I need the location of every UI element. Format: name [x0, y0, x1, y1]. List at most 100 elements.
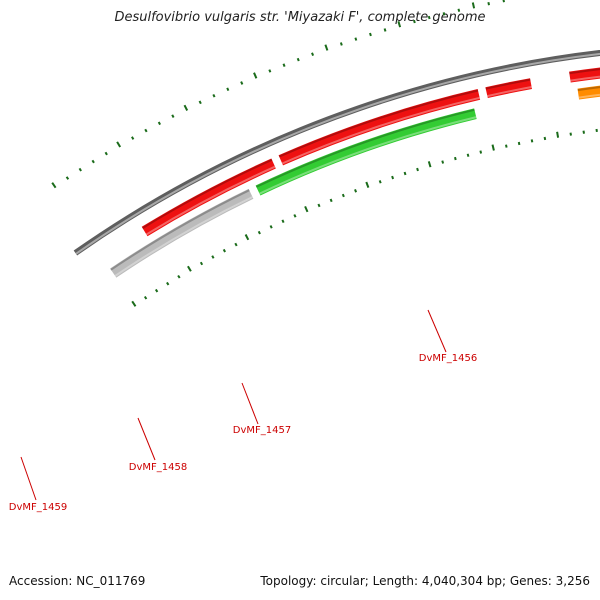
outer-scale-tick	[442, 12, 446, 16]
outer-scale-tick	[78, 167, 82, 172]
inner-scale-tick	[556, 131, 560, 138]
reverse-gene-DvMF-1458-shade	[255, 108, 475, 188]
forward-gene-DvMF-1458-shade	[278, 89, 479, 158]
outer-scale-tick	[253, 72, 258, 79]
inner-scale-tick	[341, 193, 345, 198]
outer-scale-tick	[157, 121, 161, 126]
inner-scale-tick	[187, 265, 192, 272]
outer-scale-tick	[91, 159, 95, 164]
gene-leader-line	[427, 309, 447, 353]
gene-leader-line	[20, 456, 37, 501]
inner-scale-tick	[244, 234, 250, 241]
inner-scale-tick	[177, 274, 181, 279]
outer-scale-tick	[397, 21, 402, 28]
outer-scale-tick	[116, 141, 122, 148]
outer-scale-tick	[296, 57, 300, 62]
outer-scale-tick	[226, 87, 230, 92]
inner-scale-tick	[131, 300, 137, 307]
gene-leader-line	[137, 417, 156, 461]
outer-scale-tick	[51, 182, 57, 189]
inner-scale-tick	[154, 288, 159, 293]
inner-scale-tick	[211, 255, 215, 259]
inner-scale-tick	[354, 189, 358, 193]
inner-scale-tick	[441, 160, 445, 164]
gene-label[interactable]: DvMF_1458	[129, 462, 187, 473]
outer-scale-tick	[354, 37, 358, 41]
inner-scale-tick	[491, 144, 495, 151]
inner-scale-tick	[416, 167, 419, 172]
inner-scale-tick	[543, 136, 547, 141]
inner-scale-tick	[329, 198, 333, 203]
forward-gene-DvMF-1459-shade	[141, 158, 273, 229]
inner-scale-tick	[582, 130, 585, 134]
outer-scale-tick	[268, 69, 272, 73]
reverse-gene-DvMF-1459-shade	[110, 189, 250, 271]
outer-scale-tick	[183, 104, 189, 111]
inner-scale-tick	[143, 295, 148, 300]
reverse-gene-DvMF-1458[interactable]	[255, 108, 477, 196]
forward-gene-DvMF-1457-shine	[487, 86, 532, 98]
outer-scale-tick	[198, 100, 202, 105]
outer-scale-tick	[171, 114, 175, 118]
outer-scale-tick	[282, 63, 286, 67]
outer-scale-tick	[457, 8, 461, 12]
reverse-gene-DvMF-1458-shine	[259, 116, 477, 195]
inner-scale-tick	[257, 230, 261, 235]
outer-scale-tick	[369, 32, 372, 37]
inner-scale-tick	[479, 150, 483, 154]
inner-scale-tick	[454, 156, 457, 161]
gene-label[interactable]: DvMF_1457	[233, 425, 291, 436]
reverse-gene-DvMF-1459[interactable]	[110, 188, 254, 278]
outer-scale-tick	[144, 128, 148, 133]
inner-scale-tick	[281, 219, 285, 224]
topology-summary: Topology: circular; Length: 4,040,304 bp…	[260, 574, 590, 588]
forward-gene-DvMF-1457[interactable]	[485, 78, 532, 98]
outer-scale-tick	[413, 19, 416, 24]
inner-scale-tick	[222, 248, 226, 253]
inner-scale-tick	[269, 225, 273, 229]
inner-scale-tick	[378, 180, 382, 184]
inner-scale-tick	[234, 242, 238, 247]
outer-scale-tick	[212, 93, 216, 98]
inner-scale-tick	[391, 175, 395, 180]
forward-gene-DvMF-1458[interactable]	[278, 89, 481, 166]
gene-leader-line	[241, 382, 259, 425]
inner-scale-tick	[403, 171, 407, 176]
outer-scale-tick	[131, 136, 135, 140]
inner-scale-tick	[427, 161, 432, 168]
inner-scale-tick	[166, 281, 170, 286]
inner-scale-tick	[530, 139, 534, 143]
inner-scale-tick	[304, 206, 309, 213]
outer-scale-tick	[324, 44, 329, 51]
inner-scale-tick	[199, 261, 204, 266]
outer-scale-tick	[383, 28, 387, 32]
inner-scale-tick	[517, 141, 521, 146]
outer-scale-tick	[311, 52, 315, 56]
inner-scale-tick	[466, 153, 470, 157]
forward-gene-DvMF-1459[interactable]	[141, 158, 276, 237]
accession-text: Accession: NC_011769	[9, 574, 146, 588]
outer-scale-tick	[104, 151, 108, 156]
gene-label[interactable]: DvMF_1456	[419, 353, 477, 364]
inner-scale-tick	[365, 181, 370, 188]
gene-label[interactable]: DvMF_1459	[9, 502, 67, 513]
forward-gene-DvMF-1459-shine	[145, 165, 276, 236]
outer-scale-tick	[339, 42, 343, 46]
outer-scale-tick	[471, 2, 476, 9]
forward-gene-DvMF-1458-shine	[281, 96, 480, 165]
outer-scale-tick	[65, 176, 70, 180]
outer-scale-tick	[427, 15, 431, 20]
map-title: Desulfovibrio vulgaris str. 'Miyazaki F'…	[114, 10, 486, 25]
inner-scale-tick	[317, 203, 321, 208]
reverse-gene-DvMF-1459-shine	[114, 196, 253, 277]
outer-scale-tick	[487, 2, 490, 6]
inner-scale-tick	[505, 144, 508, 148]
inner-scale-tick	[293, 214, 297, 218]
outer-scale-tick	[240, 81, 244, 85]
inner-scale-tick	[569, 132, 572, 136]
genome-backbone-highlight	[75, 53, 600, 255]
outer-scale-tick	[502, 0, 505, 3]
forward-gene-DvMF-1457-shade	[485, 78, 531, 90]
